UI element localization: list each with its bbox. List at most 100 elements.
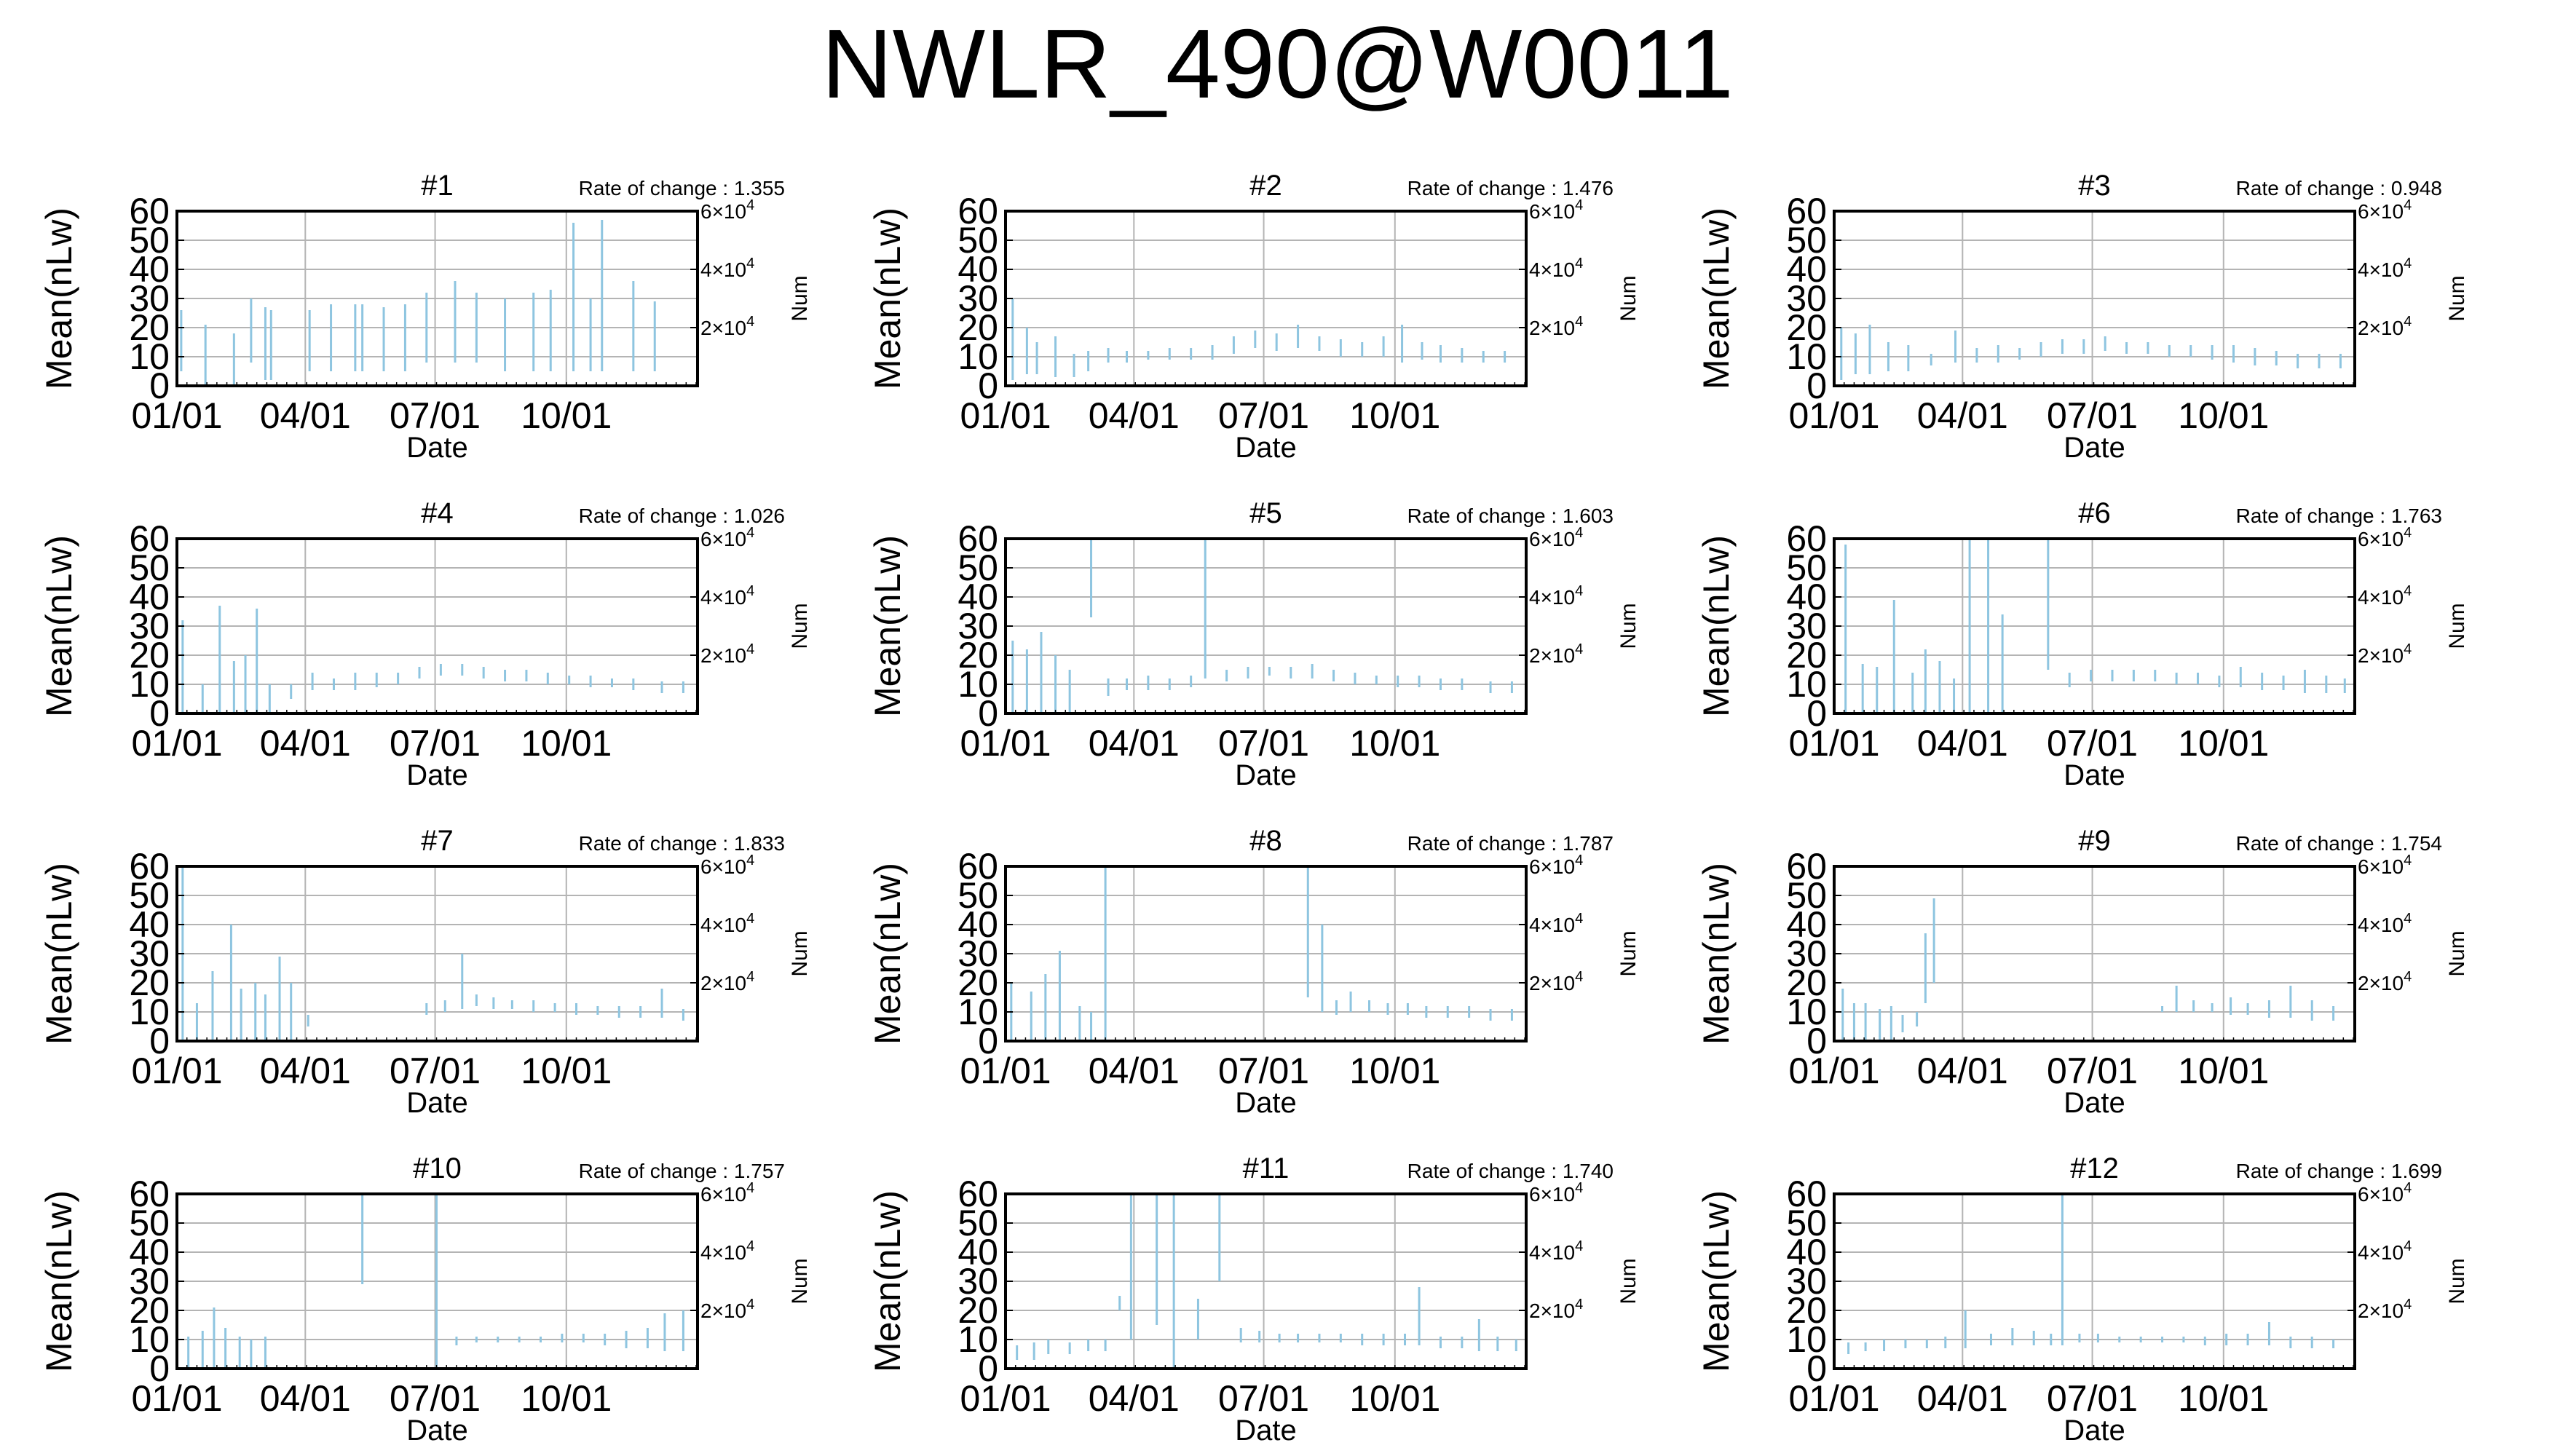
- x-tick-label: 04/01: [260, 395, 351, 436]
- y-tick-label: 20: [957, 962, 998, 1003]
- x-tick-label: 01/01: [131, 723, 222, 764]
- y-tick-label: 0: [978, 693, 998, 734]
- y2-tick-label: 4×104: [1529, 583, 1583, 609]
- y-tick-label: 30: [129, 278, 170, 319]
- y2-tick-label: 2×104: [700, 641, 754, 667]
- x-axis-label: Date: [2064, 432, 2125, 464]
- rate-of-change-label: Rate of change : 1.763: [2236, 505, 2442, 527]
- y2-tick-label: 2×104: [2358, 641, 2412, 667]
- y-tick-label: 40: [957, 249, 998, 290]
- y-tick-label: 30: [129, 933, 170, 974]
- x-tick-label: 01/01: [1788, 723, 1879, 764]
- y-tick-label: 60: [1786, 846, 1827, 887]
- x-axis-label: Date: [406, 759, 468, 791]
- y-tick-label: 60: [957, 191, 998, 232]
- y-tick-label: 30: [129, 606, 170, 646]
- y-tick-label: 30: [129, 1261, 170, 1302]
- y-tick-label: 20: [129, 307, 170, 348]
- y-tick-label: 40: [1786, 249, 1827, 290]
- y-tick-label: 0: [978, 1348, 998, 1389]
- y-tick-label: 60: [129, 846, 170, 887]
- y-tick-label: 50: [1786, 1203, 1827, 1243]
- y2-tick-label: 2×104: [1529, 1297, 1583, 1322]
- x-axis-label: Date: [1235, 759, 1297, 791]
- y-tick-label: 20: [129, 635, 170, 676]
- x-tick-label: 07/01: [390, 1378, 481, 1419]
- x-tick-label: 04/01: [1089, 1378, 1180, 1419]
- y2-tick-label: 2×104: [1529, 969, 1583, 994]
- y-axis-label: Mean(nLw): [1696, 863, 1737, 1045]
- y-tick-label: 0: [149, 1348, 170, 1389]
- x-tick-label: 04/01: [260, 723, 351, 764]
- x-axis-label: Date: [406, 1087, 468, 1119]
- y-axis-label: Mean(nLw): [867, 535, 908, 717]
- y2-tick-label: 4×104: [1529, 1238, 1583, 1264]
- y-axis-label: Mean(nLw): [1696, 207, 1737, 389]
- y2-tick-label: 4×104: [700, 1238, 754, 1264]
- x-axis-label: Date: [2064, 759, 2125, 791]
- y-tick-label: 20: [1786, 635, 1827, 676]
- y2-axis-label: Num: [788, 1258, 812, 1304]
- y-tick-label: 60: [1786, 1174, 1827, 1214]
- x-axis-label: Date: [1235, 1415, 1297, 1447]
- y-tick-label: 50: [1786, 547, 1827, 588]
- x-tick-label: 07/01: [2047, 1051, 2138, 1091]
- x-tick-label: 04/01: [1917, 1378, 2008, 1419]
- y2-tick-label: 6×104: [1529, 525, 1583, 550]
- y2-tick-label: 6×104: [700, 197, 754, 223]
- x-tick-label: 01/01: [131, 395, 222, 436]
- y-tick-label: 10: [129, 336, 170, 377]
- y-axis-label: Mean(nLw): [1696, 1190, 1737, 1372]
- y-axis-label: Mean(nLw): [39, 535, 79, 717]
- y-tick-label: 50: [1786, 220, 1827, 261]
- rate-of-change-label: Rate of change : 1.355: [579, 177, 785, 199]
- y-tick-label: 30: [957, 278, 998, 319]
- rate-of-change-label: Rate of change : 1.787: [1407, 832, 1614, 855]
- y2-tick-label: 6×104: [700, 852, 754, 878]
- y2-tick-label: 6×104: [1529, 1180, 1583, 1206]
- x-tick-label: 10/01: [521, 1378, 612, 1419]
- y-tick-label: 10: [129, 1319, 170, 1360]
- y2-axis-label: Num: [1616, 603, 1640, 649]
- y2-tick-label: 6×104: [1529, 197, 1583, 223]
- x-axis-label: Date: [1235, 432, 1297, 464]
- y-axis-label: Mean(nLw): [1696, 535, 1737, 717]
- y2-tick-label: 2×104: [2358, 1297, 2412, 1322]
- y-tick-label: 30: [1786, 933, 1827, 974]
- y2-tick-label: 4×104: [2358, 911, 2412, 936]
- y-tick-label: 50: [129, 220, 170, 261]
- y-axis-label: Mean(nLw): [39, 207, 79, 389]
- rate-of-change-label: Rate of change : 1.740: [1407, 1160, 1614, 1182]
- y-tick-label: 40: [1786, 577, 1827, 617]
- subplot-title: #9: [2078, 825, 2111, 857]
- x-axis-label: Date: [406, 1415, 468, 1447]
- y-tick-label: 50: [129, 547, 170, 588]
- y-tick-label: 10: [129, 992, 170, 1032]
- y-tick-label: 0: [978, 1021, 998, 1061]
- y-tick-label: 10: [957, 1319, 998, 1360]
- y2-tick-label: 6×104: [2358, 197, 2412, 223]
- subplot-title: #4: [421, 497, 454, 529]
- subplot-title: #7: [421, 825, 454, 857]
- y-tick-label: 60: [129, 191, 170, 232]
- y2-tick-label: 6×104: [700, 525, 754, 550]
- y2-tick-label: 6×104: [700, 1180, 754, 1206]
- x-tick-label: 01/01: [1788, 1051, 1879, 1091]
- y-tick-label: 0: [978, 365, 998, 406]
- x-tick-label: 10/01: [1349, 723, 1440, 764]
- y-tick-label: 0: [1806, 365, 1827, 406]
- x-tick-label: 10/01: [1349, 1378, 1440, 1419]
- x-tick-label: 07/01: [1218, 723, 1309, 764]
- y2-axis-label: Num: [788, 275, 812, 321]
- x-tick-label: 10/01: [521, 395, 612, 436]
- y-tick-label: 30: [1786, 606, 1827, 646]
- y2-axis-label: Num: [2445, 1258, 2469, 1304]
- y-tick-label: 20: [129, 1290, 170, 1331]
- subplot-title: #1: [421, 170, 454, 202]
- y-tick-label: 40: [129, 577, 170, 617]
- y-tick-label: 0: [149, 693, 170, 734]
